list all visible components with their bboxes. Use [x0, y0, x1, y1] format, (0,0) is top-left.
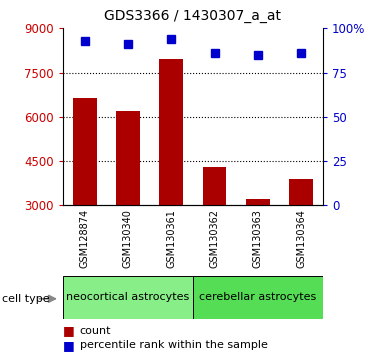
Bar [63, 276, 193, 319]
Text: GSM130364: GSM130364 [296, 209, 306, 268]
Bar [246, 199, 270, 205]
Text: GDS3366 / 1430307_a_at: GDS3366 / 1430307_a_at [104, 9, 282, 23]
Text: neocortical astrocytes: neocortical astrocytes [66, 292, 190, 302]
Bar [116, 111, 140, 205]
Text: count: count [80, 326, 111, 336]
Text: ■: ■ [63, 339, 75, 352]
Text: GSM130340: GSM130340 [123, 209, 133, 268]
Bar [73, 98, 96, 205]
Text: GSM130361: GSM130361 [166, 209, 176, 268]
Text: ■: ■ [63, 325, 75, 337]
Bar [203, 167, 226, 205]
Text: GSM128874: GSM128874 [80, 209, 90, 268]
Text: cell type: cell type [2, 294, 49, 304]
Text: GSM130362: GSM130362 [210, 209, 220, 268]
Text: cerebellar astrocytes: cerebellar astrocytes [199, 292, 316, 302]
Bar [160, 59, 183, 205]
Text: GSM130363: GSM130363 [253, 209, 263, 268]
Bar [193, 276, 323, 319]
Text: percentile rank within the sample: percentile rank within the sample [80, 340, 267, 350]
Bar [289, 179, 313, 205]
